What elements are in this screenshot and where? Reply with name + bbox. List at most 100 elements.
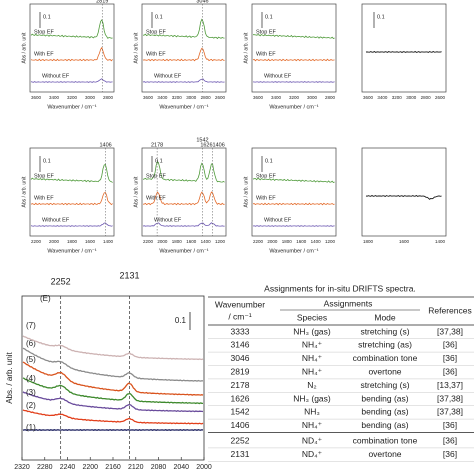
spectrum-line bbox=[30, 222, 113, 227]
spectrum-line bbox=[142, 191, 225, 206]
trace-label: With EF bbox=[34, 51, 54, 57]
header-cell: Species bbox=[297, 312, 327, 322]
table-cell: [37,38] bbox=[437, 326, 463, 336]
table-cell: NH₄⁺ bbox=[302, 366, 323, 376]
scale-label: 0.1 bbox=[265, 158, 273, 164]
table-cell: NH₄⁺ bbox=[302, 420, 323, 430]
panel-frame bbox=[361, 147, 447, 237]
x-tick-label: 3200 bbox=[172, 95, 183, 100]
y-axis-label: Abs / arb. unit bbox=[133, 32, 139, 63]
x-axis-label: Wavenumber / cm⁻¹ bbox=[159, 248, 208, 254]
table-cell: [36] bbox=[443, 449, 457, 459]
peak-label: 1406 bbox=[99, 142, 111, 148]
table-cell: 3333 bbox=[231, 326, 250, 336]
table-cell: NH₃ (gas) bbox=[293, 326, 331, 336]
panel-frame bbox=[141, 147, 227, 237]
y-axis-label: Abs / arb. unit bbox=[21, 32, 27, 63]
panel-frame bbox=[141, 3, 227, 93]
spectrum-line bbox=[142, 47, 225, 62]
table-cell: [36] bbox=[443, 340, 457, 350]
table-cell: [36] bbox=[443, 435, 457, 445]
x-tick-label: 2200 bbox=[82, 464, 98, 471]
x-tick-label: 3200 bbox=[392, 95, 403, 100]
curve-label: (6) bbox=[26, 339, 36, 348]
x-tick-label: 3600 bbox=[143, 95, 154, 100]
trace-label: Stop EF bbox=[146, 29, 167, 35]
scale-label: 0.1 bbox=[155, 14, 163, 20]
header-cell: Mode bbox=[374, 312, 396, 322]
x-tick-label: 3400 bbox=[49, 95, 60, 100]
table-cell: [37,38] bbox=[437, 407, 463, 417]
spectrum-line bbox=[365, 194, 442, 200]
table-cell: N₂ bbox=[307, 380, 316, 390]
header-cell: / cm⁻¹ bbox=[228, 311, 252, 321]
x-tick-label: 3600 bbox=[253, 95, 264, 100]
trace-label: Without EF bbox=[154, 217, 182, 223]
table-cell: overtone bbox=[368, 366, 401, 376]
x-tick-label: 2000 bbox=[49, 239, 60, 244]
spectrum-line bbox=[30, 192, 113, 206]
table-cell: [36] bbox=[443, 353, 457, 363]
table-cell: ND₄⁺ bbox=[302, 435, 323, 445]
x-tick-label: 2320 bbox=[14, 464, 30, 471]
table-cell: stretching (s) bbox=[360, 326, 409, 336]
x-tick-label: 1400 bbox=[201, 239, 212, 244]
spectrum-line bbox=[22, 428, 204, 432]
x-tick-label: 1200 bbox=[325, 239, 336, 244]
x-tick-label: 2000 bbox=[196, 464, 212, 471]
x-tick-label: 1400 bbox=[311, 239, 322, 244]
panel-frame bbox=[361, 3, 447, 93]
trace-label: With EF bbox=[146, 51, 166, 57]
x-tick-label: 2800 bbox=[103, 95, 114, 100]
x-tick-label: 2800 bbox=[201, 95, 212, 100]
curve-label: (7) bbox=[26, 321, 36, 330]
spectrum-line bbox=[142, 222, 225, 227]
spectrum-line bbox=[22, 391, 204, 413]
x-axis-label: Wavenumber / cm⁻¹ bbox=[269, 104, 318, 110]
trace-label: Without EF bbox=[42, 217, 70, 223]
x-tick-label: 1800 bbox=[67, 239, 78, 244]
scale-label: 0.1 bbox=[43, 158, 51, 164]
trace-label: With EF bbox=[256, 51, 276, 57]
spectrum-line bbox=[30, 78, 113, 83]
trace-label: With EF bbox=[34, 195, 54, 201]
scale-label: 0.1 bbox=[265, 14, 273, 20]
panel-frame bbox=[29, 3, 115, 93]
spectrum-line bbox=[30, 46, 113, 62]
x-tick-label: 2800 bbox=[325, 95, 336, 100]
x-tick-label: 3200 bbox=[67, 95, 78, 100]
table-cell: stretching (s) bbox=[360, 380, 409, 390]
trace-label: Stop EF bbox=[34, 173, 55, 179]
x-tick-label: 1600 bbox=[399, 239, 410, 244]
peak-label: 3046 bbox=[196, 0, 208, 4]
header-cell: References bbox=[428, 305, 471, 315]
x-tick-label: 1400 bbox=[103, 239, 114, 244]
spectrum-line bbox=[252, 178, 335, 183]
table-cell: stretching (as) bbox=[358, 340, 412, 350]
spectrum-line bbox=[252, 81, 335, 83]
y-axis-label: Abs / arb. unit bbox=[133, 176, 139, 207]
trace-label: Stop EF bbox=[34, 29, 55, 35]
spectrum-line bbox=[142, 160, 225, 183]
curve-label: (2) bbox=[26, 401, 36, 410]
spectrum-line bbox=[253, 33, 335, 39]
curve-label: (3) bbox=[26, 388, 36, 397]
table-cell: combination tone bbox=[353, 435, 418, 445]
scale-label: 0.1 bbox=[43, 14, 51, 20]
curve-label: (5) bbox=[26, 355, 36, 364]
x-tick-label: 1200 bbox=[215, 239, 226, 244]
table-cell: bending (as) bbox=[361, 393, 408, 403]
x-tick-label: 2200 bbox=[31, 239, 42, 244]
trace-label: Stop EF bbox=[256, 173, 277, 179]
x-tick-label: 3000 bbox=[186, 95, 197, 100]
panel-label: (E) bbox=[40, 294, 51, 303]
x-tick-label: 2120 bbox=[128, 464, 144, 471]
x-tick-label: 1800 bbox=[363, 239, 374, 244]
spectrum-line bbox=[142, 18, 225, 40]
table-cell: ND₄⁺ bbox=[302, 449, 323, 459]
peak-label: 2178 bbox=[151, 142, 163, 148]
table-cell: [37,38] bbox=[437, 393, 463, 403]
x-tick-label: 2040 bbox=[173, 464, 189, 471]
x-tick-label: 3600 bbox=[31, 95, 42, 100]
